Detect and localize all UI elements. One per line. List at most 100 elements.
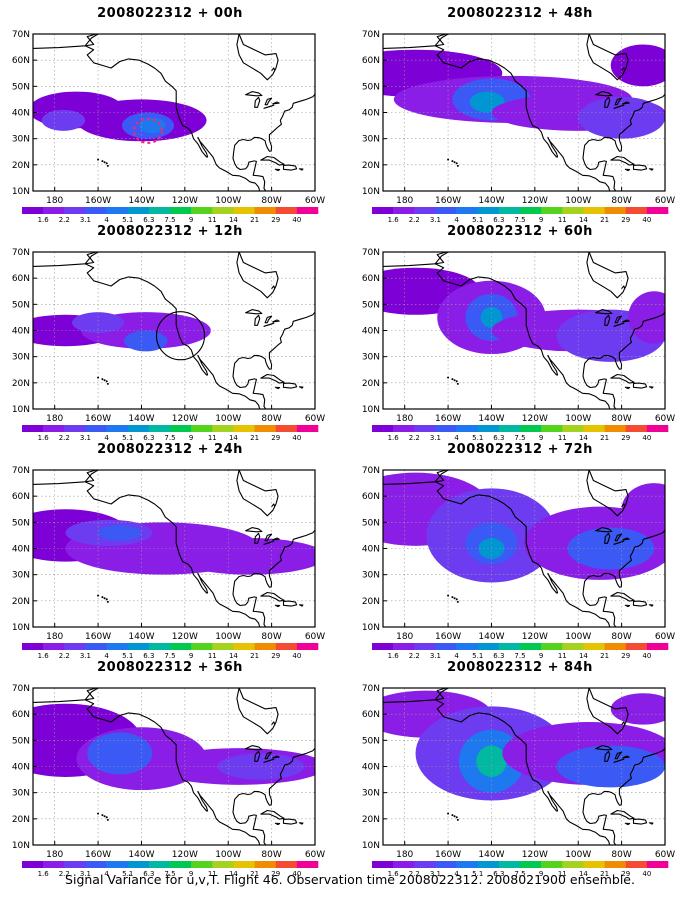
- coastline: [624, 386, 631, 390]
- colorbar-label: 14: [579, 434, 588, 442]
- colorbar-swatch: [520, 425, 542, 432]
- colorbar-label: 1.6: [38, 870, 50, 878]
- colorbar-label: 9: [539, 870, 543, 878]
- coastline: [272, 101, 280, 105]
- lon-tick-label: 60W: [305, 850, 325, 860]
- panel-title: 2008022312 + 84h: [447, 660, 593, 675]
- lat-tick-label: 20N: [362, 161, 380, 171]
- colorbar-label: 2.2: [59, 216, 70, 224]
- lon-tick-label: 120W: [522, 414, 548, 424]
- colorbar-swatch: [583, 861, 605, 868]
- colorbar-label: 6.3: [143, 434, 154, 442]
- lat-tick-label: 40N: [12, 327, 30, 337]
- coastline: [595, 527, 613, 533]
- colorbar-swatch: [414, 207, 436, 214]
- coastline: [622, 101, 630, 105]
- figure-caption: Signal Variance for u,v,T. Flight 46. Ob…: [65, 872, 635, 887]
- colorbar-swatch: [106, 861, 129, 868]
- coastline: [586, 252, 629, 299]
- colorbar-swatch: [148, 207, 171, 214]
- colorbar-label: 2.2: [59, 434, 70, 442]
- colorbar-swatch: [498, 861, 521, 868]
- coastline: [604, 96, 611, 108]
- colorbar-label: 40: [292, 434, 301, 442]
- lon-tick-label: 160W: [435, 196, 461, 206]
- colorbar-label: 7.5: [514, 652, 525, 660]
- coastline: [613, 540, 625, 545]
- colorbar-label: 2.2: [409, 216, 420, 224]
- coastline: [632, 600, 648, 607]
- lat-tick-label: 60N: [12, 710, 30, 720]
- lat-tick-label: 50N: [12, 300, 30, 310]
- colorbar-swatch: [604, 425, 627, 432]
- map-panel: 70N 60N 50N 40N 30N 20N 10N 180 160W 140W 120W 100W…: [350, 440, 690, 665]
- colorbar-swatch: [435, 861, 457, 868]
- coastline: [434, 252, 611, 409]
- lat-tick-label: 50N: [12, 736, 30, 746]
- colorbar-label: 1.6: [388, 434, 400, 442]
- lon-tick-label: 180: [46, 632, 63, 642]
- lat-tick-label: 50N: [362, 736, 380, 746]
- colorbar-swatch: [85, 861, 107, 868]
- lon-tick-label: 180: [46, 414, 63, 424]
- map-panel: 70N 60N 50N 40N 30N 20N 10N 180 160W 140W 120W 100W…: [350, 4, 690, 229]
- colorbar-label: 1.6: [388, 652, 400, 660]
- colorbar-swatch: [85, 425, 107, 432]
- colorbar-label: 21: [250, 870, 259, 878]
- lat-tick-label: 20N: [362, 379, 380, 389]
- colorbar-label: 9: [189, 870, 193, 878]
- coastline: [84, 252, 261, 409]
- lon-tick-label: 180: [396, 850, 413, 860]
- colorbar-label: 7.5: [514, 870, 525, 878]
- colorbar-swatch: [625, 643, 648, 650]
- coastline: [613, 104, 625, 109]
- colorbar-swatch: [646, 861, 669, 868]
- coastline: [264, 315, 273, 324]
- colorbar-swatch: [22, 643, 44, 650]
- variance-contour: [98, 524, 142, 541]
- colorbar-swatch: [456, 425, 479, 432]
- colorbar-label: 5.1: [472, 216, 483, 224]
- lon-tick-label: 140W: [128, 414, 154, 424]
- colorbar-swatch: [625, 861, 648, 868]
- coastline: [434, 688, 611, 845]
- variance-map: 70N 60N 50N 40N 30N 20N 10N 180 160W 140W 120W 100W…: [362, 248, 675, 442]
- coastline: [604, 750, 611, 762]
- colorbar-label: 2.2: [409, 434, 420, 442]
- coastline: [664, 735, 665, 746]
- colorbar-label: 9: [539, 216, 543, 224]
- colorbar-label: 7.5: [514, 434, 525, 442]
- colorbar-swatch: [191, 643, 213, 650]
- colorbar-swatch: [296, 861, 319, 868]
- colorbar-label: 14: [229, 216, 238, 224]
- lat-tick-label: 20N: [12, 815, 30, 825]
- coastline: [314, 81, 315, 92]
- colorbar-swatch: [604, 861, 627, 868]
- coastline: [613, 322, 625, 327]
- colorbar-label: 29: [621, 652, 630, 660]
- lon-tick-label: 60W: [655, 850, 675, 860]
- colorbar-swatch: [212, 207, 234, 214]
- lat-tick-label: 40N: [362, 763, 380, 773]
- panel-title: 2008022312 + 36h: [97, 660, 243, 675]
- colorbar-swatch: [477, 861, 500, 868]
- observation-circle: [155, 311, 206, 361]
- colorbar-swatch: [520, 861, 542, 868]
- coastline: [84, 688, 261, 845]
- colorbar-label: 3.1: [80, 870, 91, 878]
- lat-tick-label: 20N: [362, 597, 380, 607]
- coastline: [648, 822, 654, 825]
- colorbar-swatch: [191, 861, 213, 868]
- colorbar-label: 5.1: [122, 434, 133, 442]
- map-panel: 70N 60N 50N 40N 30N 20N 10N 180 160W 140W 120W 100W…: [0, 440, 340, 665]
- colorbar-label: 3.1: [80, 434, 91, 442]
- lon-tick-label: 100W: [565, 196, 591, 206]
- colorbar-label: 5.1: [122, 652, 133, 660]
- lon-tick-label: 120W: [172, 196, 198, 206]
- colorbar-swatch: [296, 425, 319, 432]
- colorbar-swatch: [541, 425, 563, 432]
- panel-title: 2008022312 + 00h: [97, 6, 243, 21]
- colorbar-label: 29: [621, 870, 630, 878]
- panel-title: 2008022312 + 48h: [447, 6, 593, 21]
- lon-tick-label: 140W: [128, 196, 154, 206]
